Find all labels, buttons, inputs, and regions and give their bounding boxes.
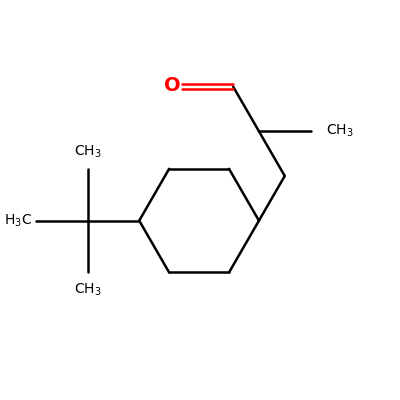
Text: O: O xyxy=(164,76,181,95)
Text: CH$_3$: CH$_3$ xyxy=(74,144,102,160)
Text: CH$_3$: CH$_3$ xyxy=(326,122,354,139)
Text: CH$_3$: CH$_3$ xyxy=(74,281,102,298)
Text: H$_3$C: H$_3$C xyxy=(4,212,32,229)
